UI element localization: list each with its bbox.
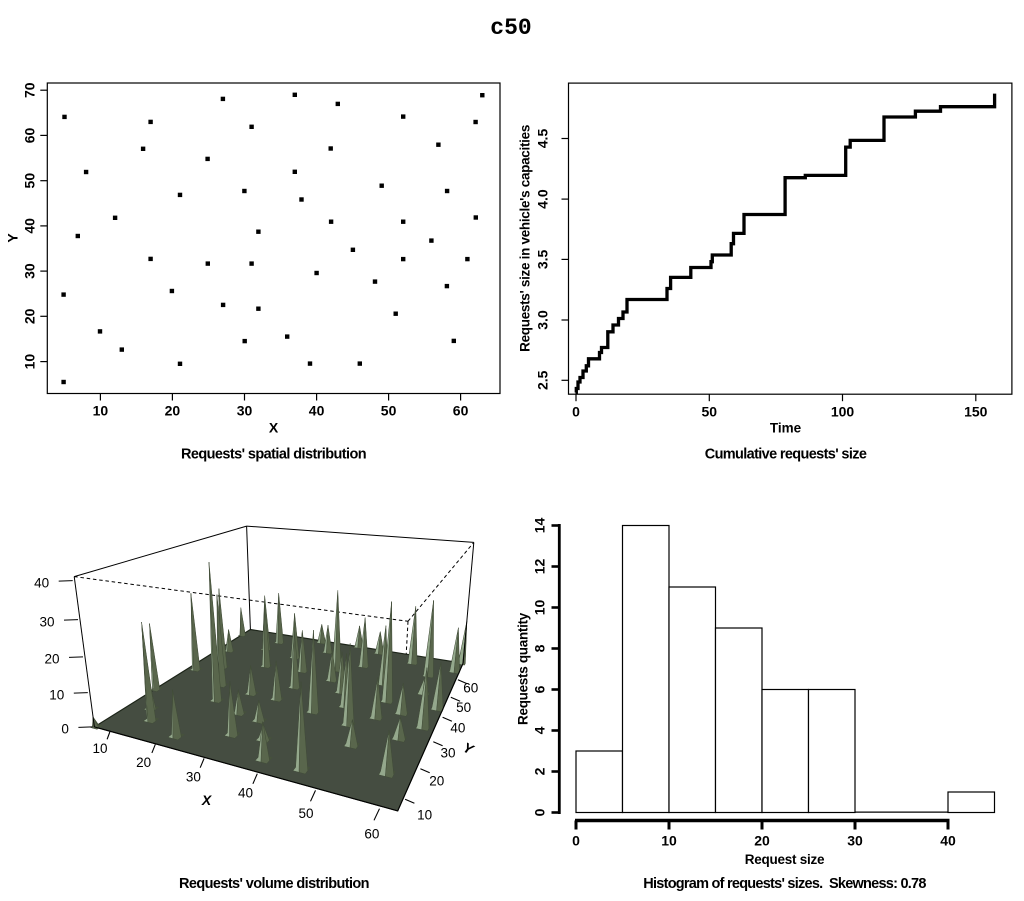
svg-text:X: X (201, 792, 213, 808)
svg-text:14: 14 (532, 518, 548, 534)
svg-text:20: 20 (429, 773, 444, 788)
svg-text:50: 50 (22, 173, 38, 189)
svg-text:30: 30 (186, 770, 201, 785)
svg-text:X: X (269, 420, 279, 436)
svg-text:Time: Time (770, 421, 802, 436)
svg-text:Requests quantity: Requests quantity (516, 612, 531, 725)
svg-text:Y: Y (4, 233, 20, 243)
svg-text:40: 40 (940, 833, 956, 849)
svg-text:40: 40 (22, 218, 38, 234)
svg-text:30: 30 (21, 263, 37, 279)
svg-text:20: 20 (21, 308, 37, 324)
svg-text:60: 60 (21, 127, 37, 143)
svg-text:4.5: 4.5 (535, 129, 551, 149)
svg-text:20: 20 (165, 403, 181, 419)
svg-text:40: 40 (34, 575, 49, 590)
svg-text:0: 0 (61, 722, 69, 737)
svg-text:50: 50 (456, 700, 471, 715)
svg-text:c50: c50 (490, 15, 531, 41)
svg-text:40: 40 (450, 720, 465, 735)
svg-text:60: 60 (453, 403, 469, 419)
svg-text:150: 150 (964, 403, 988, 419)
svg-text:Request size: Request size (745, 852, 825, 867)
svg-text:30: 30 (440, 745, 455, 760)
svg-text:0: 0 (572, 403, 580, 419)
svg-text:10: 10 (93, 403, 109, 419)
svg-text:3.0: 3.0 (535, 310, 551, 330)
svg-text:40: 40 (238, 786, 253, 801)
svg-text:10: 10 (92, 741, 107, 756)
svg-text:10: 10 (22, 354, 38, 370)
svg-text:0: 0 (572, 833, 580, 849)
svg-text:6: 6 (532, 685, 548, 693)
svg-text:0: 0 (532, 808, 548, 816)
svg-text:70: 70 (22, 82, 38, 98)
svg-text:Requests' spatial distribution: Requests' spatial distribution (181, 446, 366, 462)
svg-text:2.5: 2.5 (535, 370, 551, 390)
svg-text:Histogram of requests' sizes.: Histogram of requests' sizes. Skewness: … (643, 876, 926, 892)
svg-text:10: 10 (661, 833, 677, 849)
svg-text:10: 10 (417, 808, 432, 823)
svg-text:30: 30 (39, 614, 54, 629)
svg-text:50: 50 (702, 403, 718, 419)
svg-text:8: 8 (532, 644, 548, 652)
svg-text:4: 4 (532, 726, 548, 734)
svg-text:60: 60 (463, 681, 478, 696)
svg-text:2: 2 (532, 767, 548, 775)
svg-text:Requests' size in vehicle's ca: Requests' size in vehicle's capacities (517, 125, 532, 352)
svg-text:60: 60 (364, 827, 379, 842)
svg-text:20: 20 (754, 833, 770, 849)
svg-text:4.0: 4.0 (535, 189, 551, 209)
svg-text:50: 50 (298, 806, 313, 821)
svg-text:40: 40 (309, 403, 325, 419)
svg-text:30: 30 (847, 833, 863, 849)
svg-text:10: 10 (532, 600, 548, 616)
svg-text:50: 50 (381, 403, 397, 419)
svg-text:3.5: 3.5 (535, 249, 551, 269)
svg-text:10: 10 (49, 687, 64, 702)
svg-text:12: 12 (532, 559, 548, 575)
svg-text:30: 30 (237, 403, 253, 419)
svg-text:20: 20 (44, 652, 59, 667)
svg-text:20: 20 (136, 755, 151, 770)
svg-text:Cumulative requests' size: Cumulative requests' size (705, 446, 867, 462)
svg-text:Requests' volume distribution: Requests' volume distribution (179, 876, 369, 892)
svg-text:100: 100 (831, 403, 855, 419)
